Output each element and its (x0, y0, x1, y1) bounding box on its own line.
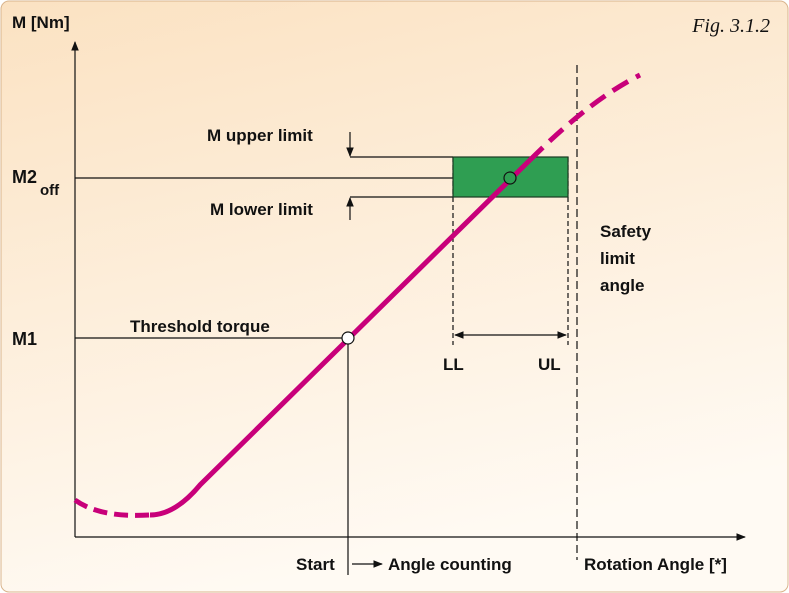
lower-label: M lower limit (210, 200, 313, 219)
target-point (503, 171, 517, 185)
y-label: M [Nm] (12, 13, 70, 32)
m2-sub: off (40, 182, 60, 199)
safety-label: Safety (600, 222, 652, 241)
x-label: Rotation Angle [*] (584, 555, 727, 574)
threshold-label: Threshold torque (130, 317, 270, 336)
m1-label: M1 (12, 329, 37, 349)
fig-label: Fig. 3.1.2 (691, 15, 770, 37)
ul-label: UL (538, 355, 561, 374)
ll-label: LL (443, 355, 464, 374)
counting-label: Angle counting (388, 555, 512, 574)
safety-label: limit (600, 249, 635, 268)
curve-start (73, 497, 151, 518)
threshold-point (341, 331, 355, 345)
start-label: Start (296, 555, 335, 574)
upper-label: M upper limit (207, 126, 313, 145)
curve (149, 158, 532, 518)
safety-label: angle (600, 276, 644, 295)
m2-label: M2 (12, 167, 37, 187)
